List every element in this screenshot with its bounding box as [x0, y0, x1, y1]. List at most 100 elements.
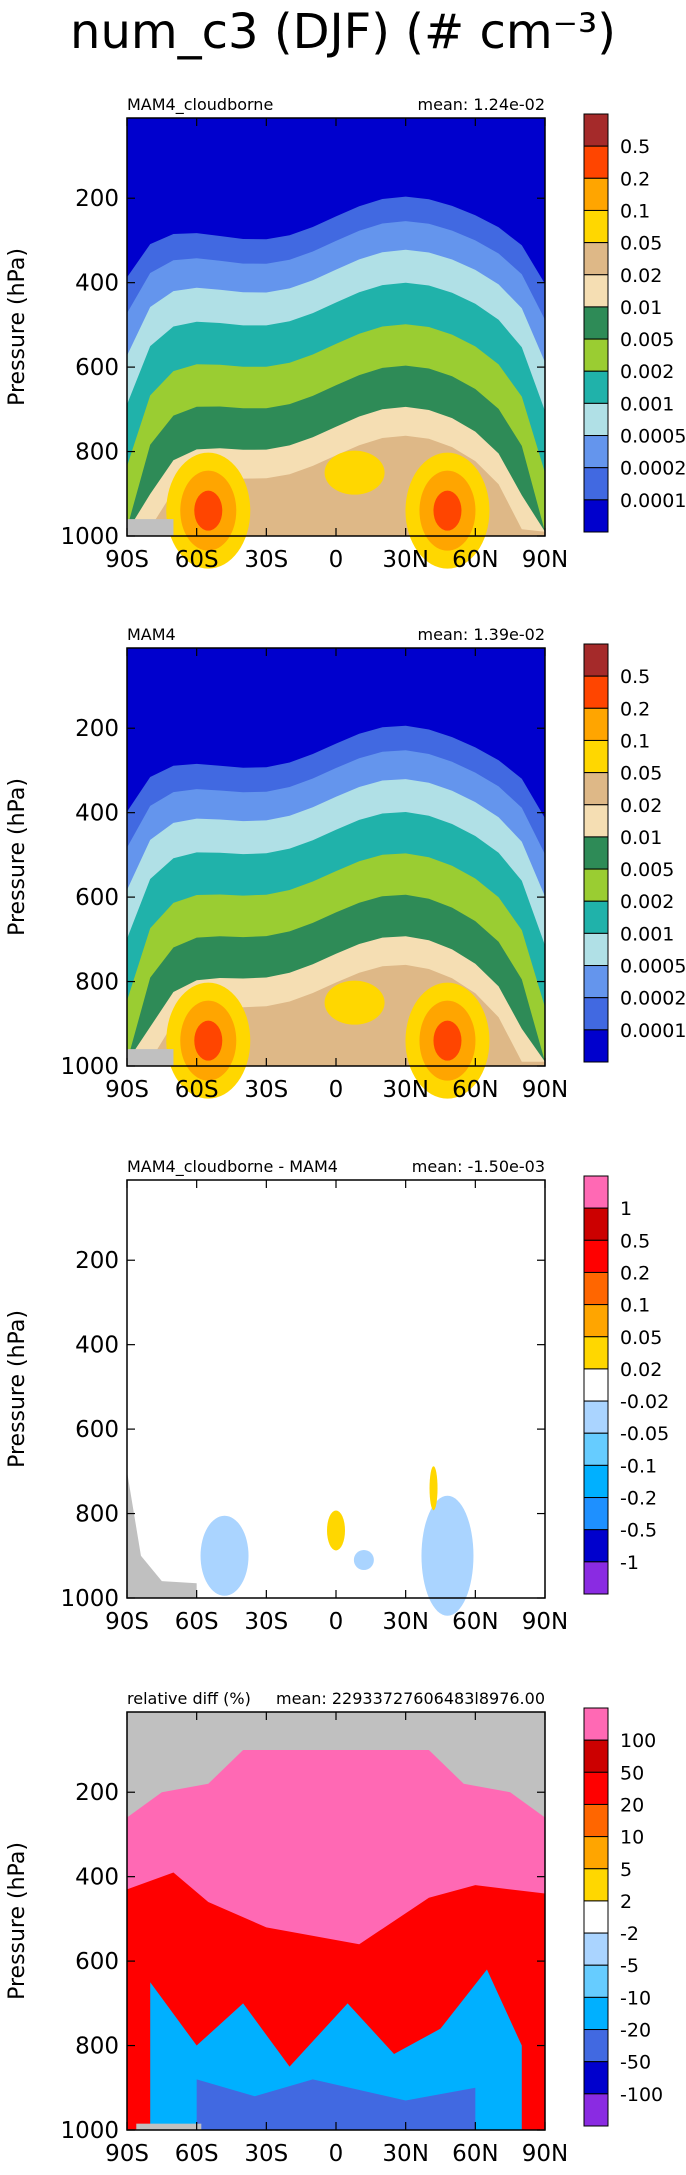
colorbar-swatch — [583, 1707, 609, 1741]
colorbar-swatch — [583, 1029, 609, 1063]
panel-title: relative diff (%) — [127, 1689, 251, 1708]
colorbar-label: 0.0001 — [620, 490, 686, 512]
colorbar-swatch — [583, 177, 609, 211]
x-tick-label: 60S — [175, 1077, 219, 1103]
panel-3: MAM4_cloudborne - MAM4 mean: -1.50e-03 200… — [5, 1157, 669, 1635]
colorbar-swatch — [583, 965, 609, 999]
y-tick-label: 400 — [75, 1333, 119, 1359]
colorbar-swatch — [583, 402, 609, 437]
contour-band — [324, 450, 385, 495]
colorbar-swatch — [583, 499, 609, 533]
colorbar-swatch — [583, 1304, 609, 1338]
colorbar-label: 0.2 — [620, 1262, 650, 1284]
colorbar-label: -0.2 — [620, 1488, 657, 1510]
y-tick-label: 200 — [75, 716, 119, 742]
colorbar-swatch — [583, 1336, 609, 1370]
x-tick-label: 60S — [175, 547, 219, 573]
colorbar-swatch — [583, 1932, 609, 1966]
missing-terrain — [127, 1471, 197, 1598]
y-tick-label: 1000 — [60, 524, 119, 550]
y-tick-label: 400 — [75, 1865, 119, 1891]
colorbar-label: 0.01 — [620, 827, 662, 849]
colorbar-label: 0.01 — [620, 297, 662, 319]
x-tick-label: 60S — [175, 1609, 219, 1635]
x-tick-label: 90N — [522, 547, 568, 573]
x-tick-label: 60N — [452, 2141, 498, 2167]
colorbar-swatch — [583, 1368, 609, 1402]
colorbar-label: -100 — [620, 2084, 663, 2106]
x-tick-label: 90S — [105, 1077, 149, 1103]
colorbar-swatch — [583, 1739, 609, 1773]
panel-title: MAM4_cloudborne — [127, 95, 273, 115]
colorbar-label: 0.001 — [620, 393, 674, 415]
colorbar-swatch — [583, 1803, 609, 1838]
colorbar-label: 0.02 — [620, 1359, 662, 1381]
colorbar-swatch — [583, 1400, 609, 1434]
y-tick-label: 800 — [75, 440, 119, 466]
colorbar-label: 0.05 — [620, 763, 662, 785]
colorbar-swatch — [583, 435, 609, 469]
colorbar-swatch — [583, 467, 609, 501]
colorbar-label: -0.05 — [620, 1423, 669, 1445]
x-tick-label: 30N — [382, 547, 428, 573]
panel-title: MAM4 — [127, 625, 176, 644]
colorbar-swatch — [583, 209, 609, 244]
panel-mean: mean: 22933727606483l8976.00 — [276, 1689, 545, 1708]
colorbar-swatch — [583, 739, 609, 774]
contour-band — [196, 2079, 476, 2130]
y-tick-label: 200 — [75, 186, 119, 212]
contour-band — [421, 1495, 474, 1616]
x-tick-label: 90N — [522, 2141, 568, 2167]
colorbar-swatch — [583, 306, 609, 340]
page-title: num_c3 (DJF) (# cm⁻³) — [70, 4, 616, 60]
colorbar-label: -0.1 — [620, 1455, 657, 1477]
colorbar-swatch — [583, 643, 609, 677]
y-axis-label: Pressure (hPa) — [5, 778, 30, 936]
colorbar-swatch — [583, 1561, 609, 1595]
colorbar-label: 0.0002 — [620, 458, 686, 480]
colorbar-swatch — [583, 1996, 609, 2031]
contour-band — [150, 1969, 522, 2130]
colorbar-swatch — [583, 1271, 609, 1306]
contour-band — [429, 1466, 438, 1511]
panel-2: MAM4 mean: 1.39e-02 200 400 600 800 1000 Pressu… — [5, 625, 686, 1103]
contour-band — [200, 1515, 249, 1596]
x-tick-label: 90N — [522, 1609, 568, 1635]
colorbar-swatch — [583, 274, 609, 308]
y-tick-label: 1000 — [60, 1586, 119, 1612]
y-tick-label: 200 — [75, 1780, 119, 1806]
colorbar-swatch — [583, 707, 609, 741]
colorbar-swatch — [583, 868, 609, 902]
colorbar-swatch — [583, 1207, 609, 1241]
colorbar-swatch — [583, 2093, 609, 2127]
y-axis-label: Pressure (hPa) — [5, 248, 30, 406]
x-tick-label: 0 — [329, 1609, 344, 1635]
x-tick-label: 90N — [522, 1077, 568, 1103]
panel-mean: mean: 1.24e-02 — [418, 95, 545, 114]
x-tick-label: 90S — [105, 2141, 149, 2167]
colorbar-label: 0.1 — [620, 730, 650, 752]
x-tick-label: 60N — [452, 1077, 498, 1103]
colorbar-label: 0.02 — [620, 795, 662, 817]
colorbar-swatch — [583, 145, 609, 179]
colorbar-label: 0.02 — [620, 265, 662, 287]
colorbar-label: 50 — [620, 1762, 644, 1784]
x-tick-label: 30S — [244, 1077, 288, 1103]
colorbar-swatch — [583, 900, 609, 934]
y-tick-label: 200 — [75, 1248, 119, 1274]
panel-mean: mean: -1.50e-03 — [412, 1157, 545, 1176]
colorbar-swatch — [583, 804, 609, 838]
colorbar-swatch — [583, 1432, 609, 1466]
colorbar-swatch — [583, 113, 609, 147]
x-tick-label: 0 — [329, 2141, 344, 2167]
panel-title: MAM4_cloudborne - MAM4 — [127, 1157, 338, 1177]
x-tick-label: 0 — [329, 547, 344, 573]
colorbar-label: 0.5 — [620, 666, 650, 688]
x-tick-label: 60S — [175, 2141, 219, 2167]
colorbar-label: -50 — [620, 2052, 651, 2074]
colorbar-label: -10 — [620, 1987, 651, 2009]
colorbar-label: -0.5 — [620, 1520, 657, 1542]
colorbar-swatch — [583, 1900, 609, 1934]
y-tick-label: 400 — [75, 271, 119, 297]
y-tick-label: 400 — [75, 801, 119, 827]
